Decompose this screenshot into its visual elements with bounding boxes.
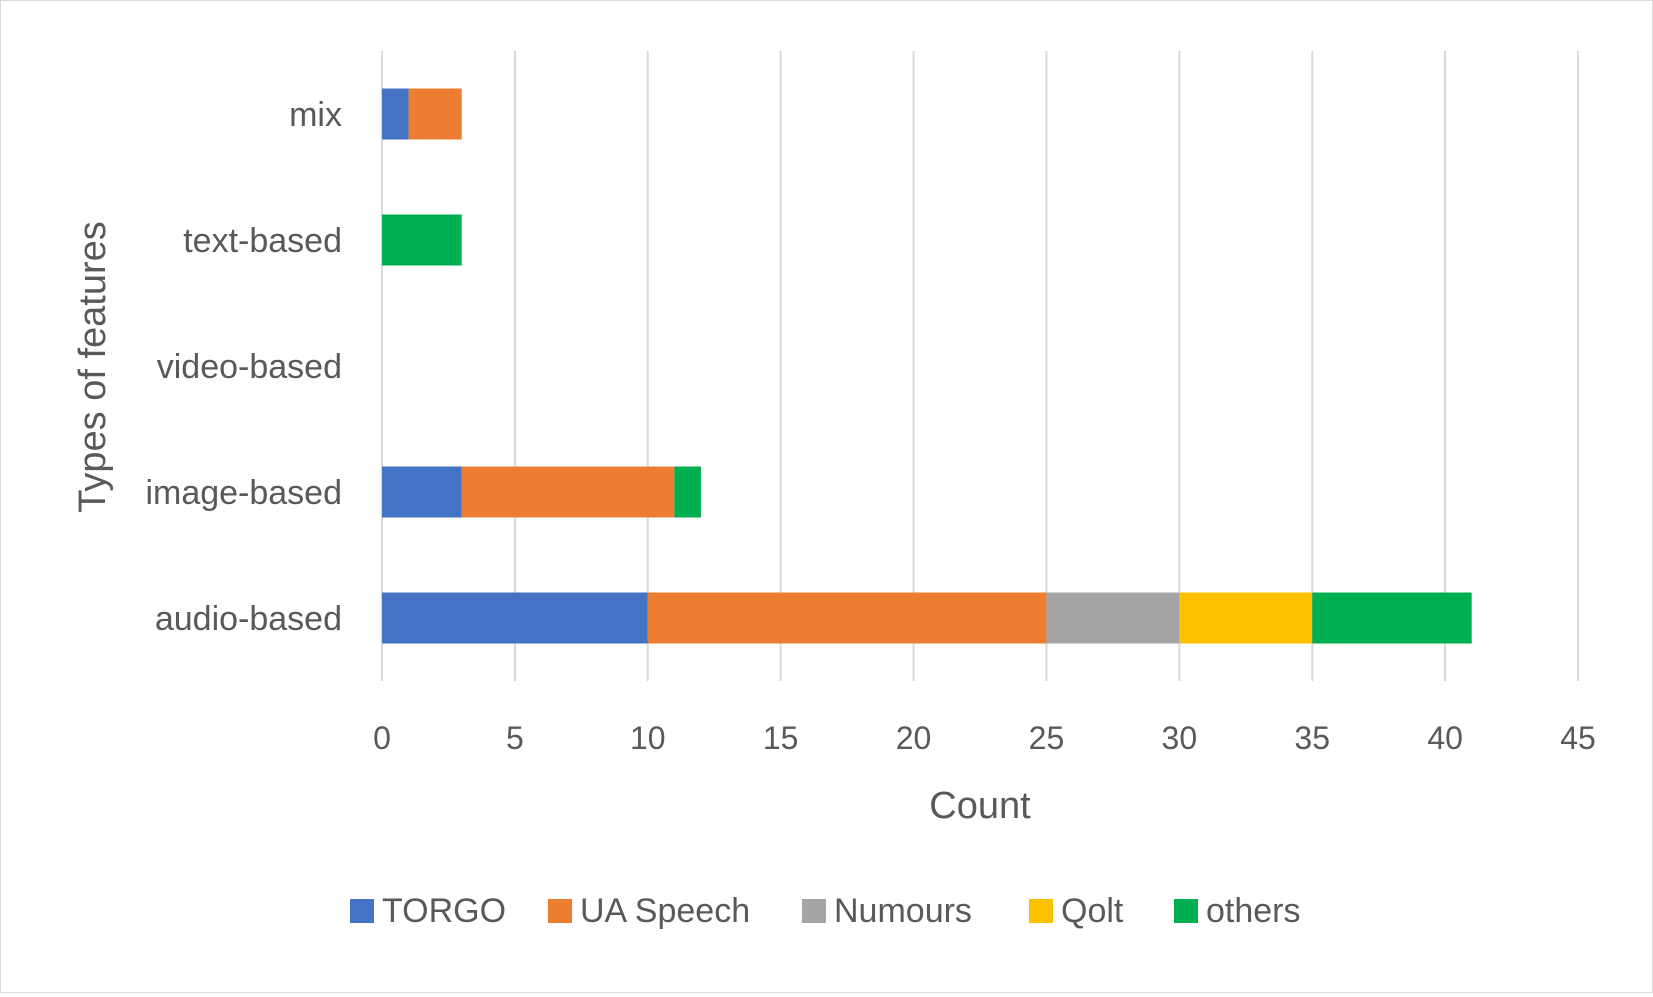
x-tick-label: 10 <box>630 720 666 756</box>
bar-layer <box>382 88 1472 644</box>
legend-swatch <box>350 899 374 923</box>
x-tick-labels: 0 5 10 15 20 25 30 35 40 45 <box>373 720 1596 756</box>
legend: TORGO UA Speech Numours Qolt others <box>350 892 1301 930</box>
legend-label: others <box>1206 892 1301 930</box>
category-label: mix <box>289 96 342 134</box>
category-labels: mix text-based video-based image-based audio… <box>145 96 342 638</box>
legend-swatch <box>1029 899 1053 923</box>
legend-swatch <box>1174 899 1198 923</box>
bar-segment-others <box>382 214 462 266</box>
x-tick-label: 20 <box>896 720 932 756</box>
x-tick-label: 25 <box>1029 720 1065 756</box>
bar-segment-qolt <box>1179 592 1313 644</box>
x-tick-label: 0 <box>373 720 391 756</box>
x-axis-title: Count <box>929 785 1031 827</box>
legend-swatch <box>548 899 572 923</box>
category-label: audio-based <box>155 600 342 638</box>
bar-segment-others <box>674 466 701 518</box>
legend-label: TORGO <box>382 892 506 930</box>
bar-segment-torgo <box>382 592 648 644</box>
x-tick-label: 45 <box>1560 720 1596 756</box>
bar-segment-others <box>1312 592 1472 644</box>
bar-segment-ua-speech <box>461 466 675 518</box>
legend-label: Qolt <box>1061 892 1124 930</box>
bar-segment-torgo <box>382 88 409 140</box>
x-tick-label: 5 <box>506 720 524 756</box>
legend-label: UA Speech <box>580 892 750 930</box>
y-axis-title: Types of features <box>72 221 114 513</box>
x-tick-label: 15 <box>763 720 799 756</box>
x-tick-label: 40 <box>1427 720 1463 756</box>
category-label: video-based <box>157 348 342 386</box>
category-label: text-based <box>183 222 342 260</box>
bar-segment-numours <box>1046 592 1180 644</box>
legend-swatch <box>802 899 826 923</box>
bar-segment-ua-speech <box>408 88 462 140</box>
legend-label: Numours <box>834 892 972 930</box>
bar-segment-ua-speech <box>647 592 1047 644</box>
x-tick-label: 30 <box>1162 720 1198 756</box>
category-label: image-based <box>145 474 342 512</box>
bar-segment-torgo <box>382 466 462 518</box>
x-tick-label: 35 <box>1294 720 1330 756</box>
grid-layer <box>381 51 1579 681</box>
